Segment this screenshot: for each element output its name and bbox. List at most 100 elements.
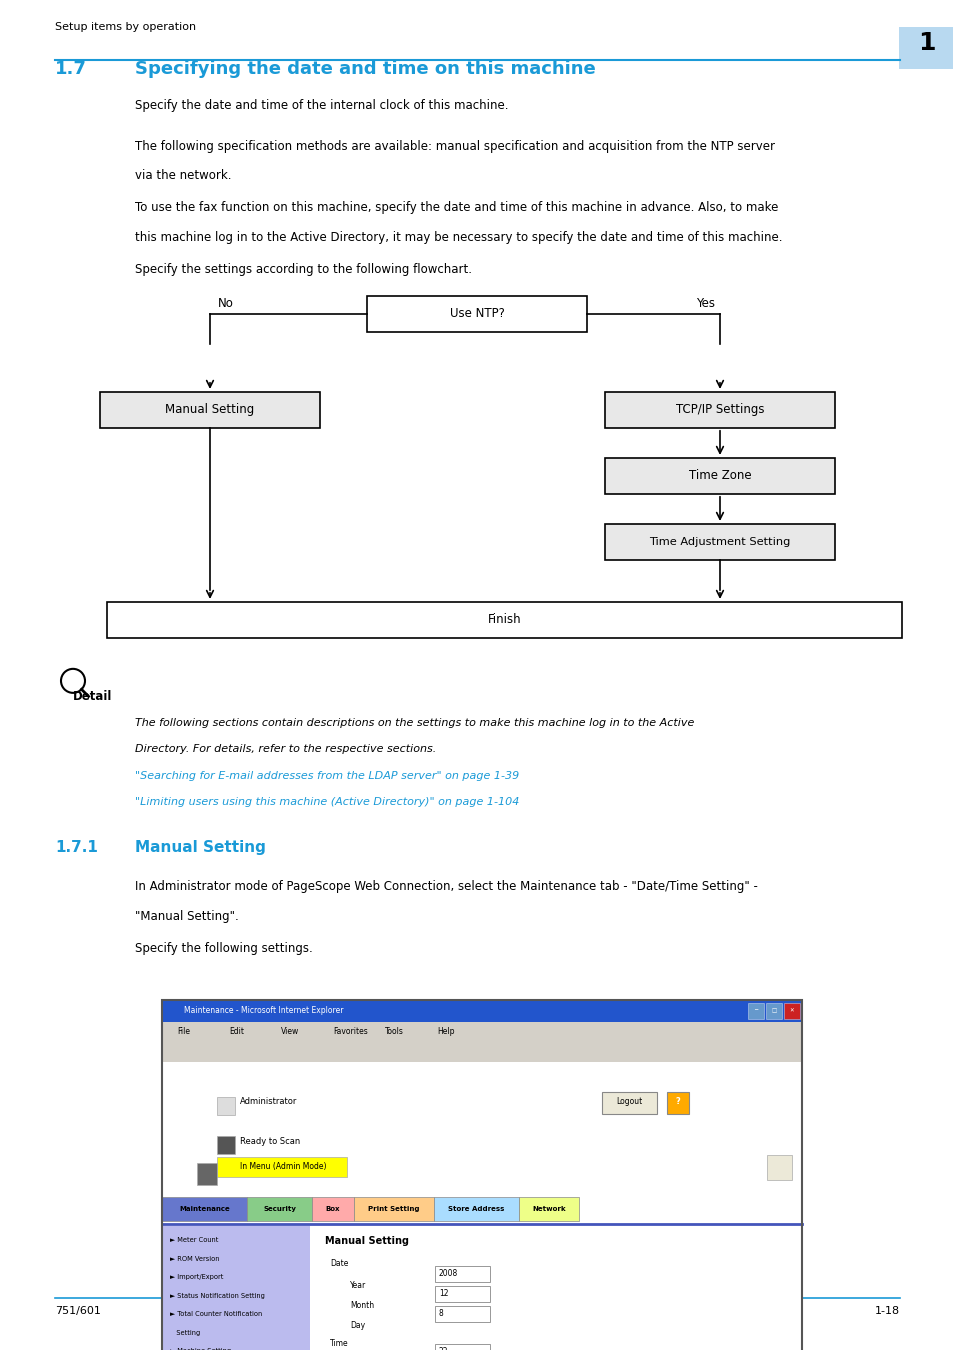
- Text: ?: ?: [675, 1098, 679, 1107]
- Text: via the network.: via the network.: [135, 169, 232, 182]
- Text: Setting: Setting: [170, 1330, 200, 1335]
- Bar: [601, 1092, 657, 1114]
- Text: ✕: ✕: [789, 1008, 794, 1014]
- Text: Finish: Finish: [487, 613, 520, 626]
- Text: 22: 22: [438, 1347, 448, 1350]
- Text: The following specification methods are available: manual specification and acqu: The following specification methods are …: [135, 140, 774, 153]
- Text: Date: Date: [330, 1258, 348, 1268]
- Text: No: No: [218, 297, 233, 310]
- Bar: [604, 458, 834, 494]
- Text: Print Setting: Print Setting: [368, 1206, 419, 1212]
- Bar: [898, 27, 953, 69]
- Text: ─: ─: [754, 1008, 757, 1014]
- Bar: [247, 1197, 312, 1220]
- Bar: [434, 1197, 518, 1220]
- Text: 1-18: 1-18: [874, 1305, 899, 1316]
- Bar: [196, 1162, 216, 1185]
- Text: Store Address: Store Address: [448, 1206, 504, 1212]
- Text: In Administrator mode of PageScope Web Connection, select the Maintenance tab - : In Administrator mode of PageScope Web C…: [135, 880, 757, 894]
- Bar: [666, 1092, 688, 1114]
- Bar: [216, 1157, 347, 1177]
- Text: □: □: [771, 1008, 776, 1014]
- Text: ► Total Counter Notification: ► Total Counter Notification: [170, 1311, 262, 1318]
- Bar: [107, 602, 901, 637]
- Text: Manual Setting: Manual Setting: [325, 1235, 409, 1246]
- Text: Help: Help: [436, 1027, 454, 1037]
- Text: To use the fax function on this machine, specify the date and time of this machi: To use the fax function on this machine,…: [135, 201, 778, 215]
- Text: ► Machine Setting: ► Machine Setting: [170, 1349, 231, 1350]
- Bar: [354, 1197, 434, 1220]
- Text: Logout: Logout: [616, 1098, 642, 1107]
- Text: Network: Network: [532, 1206, 565, 1212]
- Text: Manual Setting: Manual Setting: [165, 404, 254, 416]
- Text: The following sections contain descriptions on the settings to make this machine: The following sections contain descripti…: [135, 718, 694, 728]
- Text: Setup items by operation: Setup items by operation: [55, 22, 196, 32]
- Text: Administrator: Administrator: [240, 1098, 297, 1107]
- Text: TCP/IP Settings: TCP/IP Settings: [675, 404, 763, 416]
- Bar: [766, 1154, 791, 1180]
- Bar: [604, 524, 834, 560]
- Text: Tools: Tools: [385, 1027, 403, 1037]
- Bar: [747, 1003, 763, 1019]
- Text: 1.7.1: 1.7.1: [55, 840, 98, 856]
- Bar: [435, 1305, 490, 1322]
- Text: Detail: Detail: [73, 690, 112, 703]
- Text: 2008: 2008: [438, 1269, 457, 1278]
- Text: Directory. For details, refer to the respective sections.: Directory. For details, refer to the res…: [135, 744, 436, 755]
- Text: ► Meter Count: ► Meter Count: [170, 1237, 218, 1243]
- Text: Edit: Edit: [229, 1027, 244, 1037]
- Text: File: File: [177, 1027, 190, 1037]
- Text: Box: Box: [325, 1206, 340, 1212]
- Bar: [765, 1003, 781, 1019]
- Text: "Limiting users using this machine (Active Directory)" on page 1-104: "Limiting users using this machine (Acti…: [135, 798, 518, 807]
- Bar: [367, 296, 586, 332]
- Text: Time Zone: Time Zone: [688, 470, 751, 482]
- Text: Favorites: Favorites: [333, 1027, 367, 1037]
- Text: Specifying the date and time on this machine: Specifying the date and time on this mac…: [135, 59, 595, 78]
- Text: Ready to Scan: Ready to Scan: [240, 1137, 300, 1146]
- Text: Maintenance - Microsoft Internet Explorer: Maintenance - Microsoft Internet Explore…: [184, 1006, 343, 1015]
- Bar: [783, 1003, 800, 1019]
- Text: Use NTP?: Use NTP?: [449, 308, 504, 320]
- Text: 1: 1: [917, 31, 934, 55]
- Bar: [162, 1000, 801, 1350]
- Text: Year: Year: [350, 1281, 366, 1289]
- Bar: [100, 392, 319, 428]
- Text: Manual Setting: Manual Setting: [135, 840, 266, 856]
- Text: 1.7: 1.7: [55, 59, 87, 78]
- Text: "Searching for E-mail addresses from the LDAP server" on page 1-39: "Searching for E-mail addresses from the…: [135, 771, 518, 780]
- Text: ► Status Notification Setting: ► Status Notification Setting: [170, 1292, 265, 1299]
- Text: Specify the date and time of the internal clock of this machine.: Specify the date and time of the interna…: [135, 99, 508, 112]
- Bar: [162, 1197, 247, 1220]
- Text: ► Import/Export: ► Import/Export: [170, 1274, 223, 1280]
- Text: Maintenance: Maintenance: [179, 1206, 230, 1212]
- Bar: [162, 1000, 801, 1022]
- Text: this machine log in to the Active Directory, it may be necessary to specify the : this machine log in to the Active Direct…: [135, 231, 781, 244]
- Bar: [162, 1022, 801, 1042]
- Text: ► ROM Version: ► ROM Version: [170, 1256, 219, 1262]
- Bar: [435, 1285, 490, 1301]
- Bar: [435, 1343, 490, 1350]
- Text: In Menu (Admin Mode): In Menu (Admin Mode): [240, 1162, 326, 1172]
- Bar: [518, 1197, 578, 1220]
- Bar: [162, 1042, 801, 1062]
- Text: View: View: [281, 1027, 299, 1037]
- Bar: [216, 1135, 234, 1154]
- Text: Yes: Yes: [696, 297, 714, 310]
- Bar: [216, 1096, 234, 1115]
- Text: Time: Time: [330, 1339, 348, 1347]
- Bar: [162, 1226, 310, 1350]
- Text: Security: Security: [263, 1206, 295, 1212]
- Text: Month: Month: [350, 1301, 374, 1309]
- Bar: [604, 392, 834, 428]
- Text: 8: 8: [438, 1310, 443, 1319]
- Bar: [312, 1197, 354, 1220]
- Text: Specify the settings according to the following flowchart.: Specify the settings according to the fo…: [135, 263, 472, 275]
- Text: Time Adjustment Setting: Time Adjustment Setting: [649, 537, 790, 547]
- Bar: [162, 1000, 801, 1350]
- Text: Day: Day: [350, 1320, 365, 1330]
- Bar: [435, 1266, 490, 1282]
- Text: 751/601: 751/601: [55, 1305, 101, 1316]
- Bar: [162, 1062, 801, 1350]
- Circle shape: [61, 668, 85, 693]
